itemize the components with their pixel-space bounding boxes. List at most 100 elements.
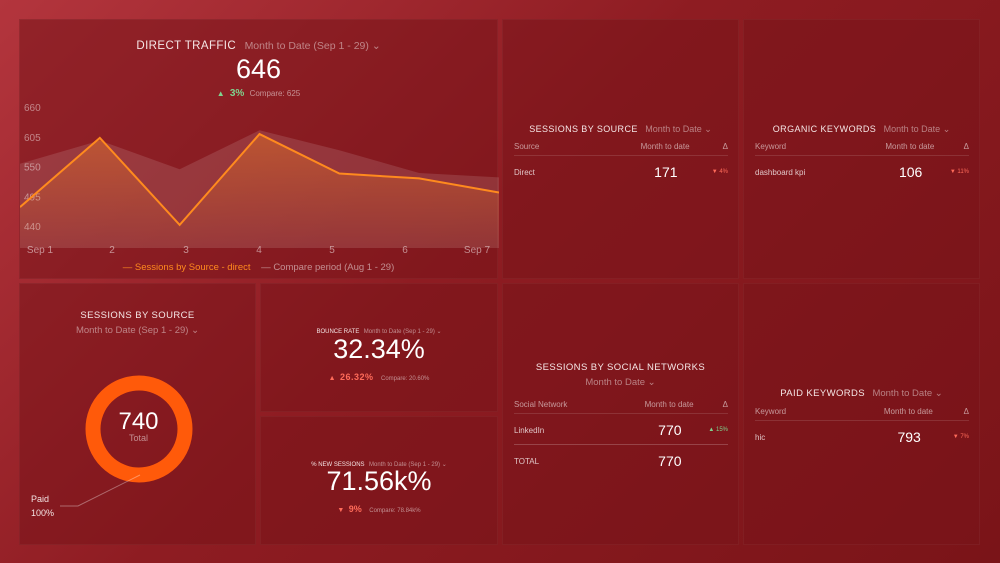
down-arrow-icon: ▼ xyxy=(949,169,958,175)
current-series-area xyxy=(20,134,499,248)
period-label: Month to Date (Sep 1 - 29) xyxy=(369,462,441,468)
period-dropdown[interactable]: Month to Date ⌄ xyxy=(884,124,951,134)
chevron-down-icon: ⌄ xyxy=(942,124,951,134)
delta-cell: ▲ 15% xyxy=(693,413,728,445)
metric-value: 646 xyxy=(235,54,282,84)
compare-value: Compare: 78.84k% xyxy=(369,508,421,514)
metric-value: 32.34% xyxy=(333,334,425,364)
keyword-cell: dashboard kpi xyxy=(755,167,806,177)
period-label: Month to Date xyxy=(872,388,933,399)
period-dropdown[interactable]: Month to Date ⌄ xyxy=(503,377,738,388)
x-tick-label: Sep 1 xyxy=(27,245,54,256)
organic-keywords-table: Keyword Month to date Δ dashboard kpi 10… xyxy=(755,142,969,180)
period-dropdown[interactable]: Month to Date (Sep 1 - 29) ⌄ xyxy=(20,325,255,336)
card-title: SESSIONS BY SOURCE xyxy=(529,124,638,134)
table-total-row: TOTAL 770 xyxy=(514,445,728,469)
new-sessions-card: % NEW SESSIONS Month to Date (Sep 1 - 29… xyxy=(260,416,498,545)
table-header-row: Keyword Month to date Δ xyxy=(755,407,969,421)
down-arrow-icon: ▼ xyxy=(952,434,961,440)
current-series-line xyxy=(20,132,499,227)
x-tick-label: 2 xyxy=(109,245,115,256)
delta-value: 15% xyxy=(715,427,728,433)
card-title: SESSIONS BY SOURCE xyxy=(80,310,195,321)
up-arrow-icon: ▲ xyxy=(216,89,225,98)
total-value: 770 xyxy=(658,453,682,469)
column-header: Month to date xyxy=(607,400,694,414)
slice-label-name: Paid xyxy=(31,494,50,504)
compare-value: Compare: 20.60% xyxy=(381,376,430,382)
x-tick-label: 4 xyxy=(256,245,262,256)
sessions-by-source-donut-card: SESSIONS BY SOURCE Month to Date (Sep 1 … xyxy=(19,283,256,545)
metric-value: 71.56k% xyxy=(326,466,432,496)
column-header: Month to date xyxy=(845,142,935,156)
table-row: dashboard kpi 106 ▼ 11% xyxy=(755,156,969,180)
period-dropdown[interactable]: Month to Date (Sep 1 - 29) ⌄ xyxy=(245,40,381,52)
column-header: Δ xyxy=(934,142,969,156)
value-cell: 793 xyxy=(897,429,921,445)
card-title: SESSIONS BY SOCIAL NETWORKS xyxy=(535,362,706,373)
up-arrow-icon: ▲ xyxy=(708,427,716,433)
card-title: ORGANIC KEYWORDS xyxy=(772,124,877,134)
period-label: Month to Date (Sep 1 - 29) xyxy=(363,329,435,335)
value-cell: 770 xyxy=(607,413,694,445)
chevron-down-icon: ⌄ xyxy=(436,329,442,335)
delta-value: 11% xyxy=(957,169,969,175)
delta-cell: ▼ 7% xyxy=(933,421,969,446)
delta-value: 7% xyxy=(960,434,969,440)
period-dropdown[interactable]: Month to Date (Sep 1 - 29) ⌄ xyxy=(369,462,447,468)
legend-current-label: Sessions by Source - direct xyxy=(134,262,251,273)
column-header: Δ xyxy=(932,407,969,421)
column-header: Keyword xyxy=(755,407,825,421)
card-title: % NEW SESSIONS xyxy=(311,462,365,468)
column-header: Source xyxy=(514,142,574,156)
table-row: hic 793 ▼ 7% xyxy=(755,421,969,446)
up-arrow-icon: ▲ xyxy=(328,375,336,382)
source-cell: Direct xyxy=(514,167,535,177)
organic-keywords-card: ORGANIC KEYWORDS Month to Date ⌄ Keyword… xyxy=(743,19,980,279)
table-row: Direct 171 ▼ 4% xyxy=(514,156,728,180)
period-label: Month to Date xyxy=(585,377,646,388)
legend-compare-swatch: — xyxy=(261,262,271,273)
slice-label-percent: 100% xyxy=(31,508,55,518)
period-dropdown[interactable]: Month to Date ⌄ xyxy=(872,388,942,399)
down-arrow-icon: ▼ xyxy=(711,169,720,175)
period-dropdown[interactable]: Month to Date ⌄ xyxy=(645,124,712,134)
column-header: Δ xyxy=(693,400,728,414)
paid-keywords-card: PAID KEYWORDS Month to Date ⌄ Keyword Mo… xyxy=(743,283,980,545)
period-label: Month to Date xyxy=(645,124,702,134)
period-dropdown[interactable]: Month to Date (Sep 1 - 29) ⌄ xyxy=(364,329,442,335)
bounce-rate-card: BOUNCE RATE Month to Date (Sep 1 - 29) ⌄… xyxy=(260,283,498,412)
network-cell: LinkedIn xyxy=(514,413,608,445)
card-title: DIRECT TRAFFIC xyxy=(136,40,237,52)
table-header-row: Source Month to date Δ xyxy=(514,142,728,156)
y-tick-label: 550 xyxy=(24,163,41,174)
compare-value: Compare: 625 xyxy=(249,89,301,98)
donut-chart xyxy=(60,375,193,507)
chevron-down-icon: ⌄ xyxy=(371,40,381,52)
sessions-source-table: Source Month to date Δ Direct 171 ▼ 4% xyxy=(514,142,728,180)
column-header: Keyword xyxy=(755,142,846,156)
card-title: PAID KEYWORDS xyxy=(780,388,865,399)
x-tick-label: 3 xyxy=(183,245,189,256)
column-header: Δ xyxy=(689,142,728,156)
donut-total-label: Total xyxy=(128,433,148,443)
card-title: BOUNCE RATE xyxy=(316,329,360,335)
legend-current-swatch: — xyxy=(122,262,133,273)
direct-traffic-card: DIRECT TRAFFIC Month to Date (Sep 1 - 29… xyxy=(19,19,499,279)
chevron-down-icon: ⌄ xyxy=(441,462,447,468)
x-tick-label: 5 xyxy=(329,245,335,256)
keyword-cell: hic xyxy=(755,432,766,442)
table-header-row: Social Network Month to date Δ xyxy=(514,400,728,414)
chevron-down-icon: ⌄ xyxy=(191,325,200,336)
column-header: Month to date xyxy=(573,142,690,156)
x-tick-label: Sep 7 xyxy=(464,245,491,256)
column-header: Social Network xyxy=(514,400,608,414)
x-tick-label: 6 xyxy=(402,245,408,256)
chevron-down-icon: ⌄ xyxy=(647,377,656,388)
y-tick-label: 605 xyxy=(24,133,41,144)
column-header: Month to date xyxy=(824,407,933,421)
delta-value: 26.32% xyxy=(340,372,374,382)
period-label: Month to Date (Sep 1 - 29) xyxy=(244,40,369,52)
chevron-down-icon: ⌄ xyxy=(704,124,712,134)
delta-value: 3% xyxy=(229,88,245,99)
